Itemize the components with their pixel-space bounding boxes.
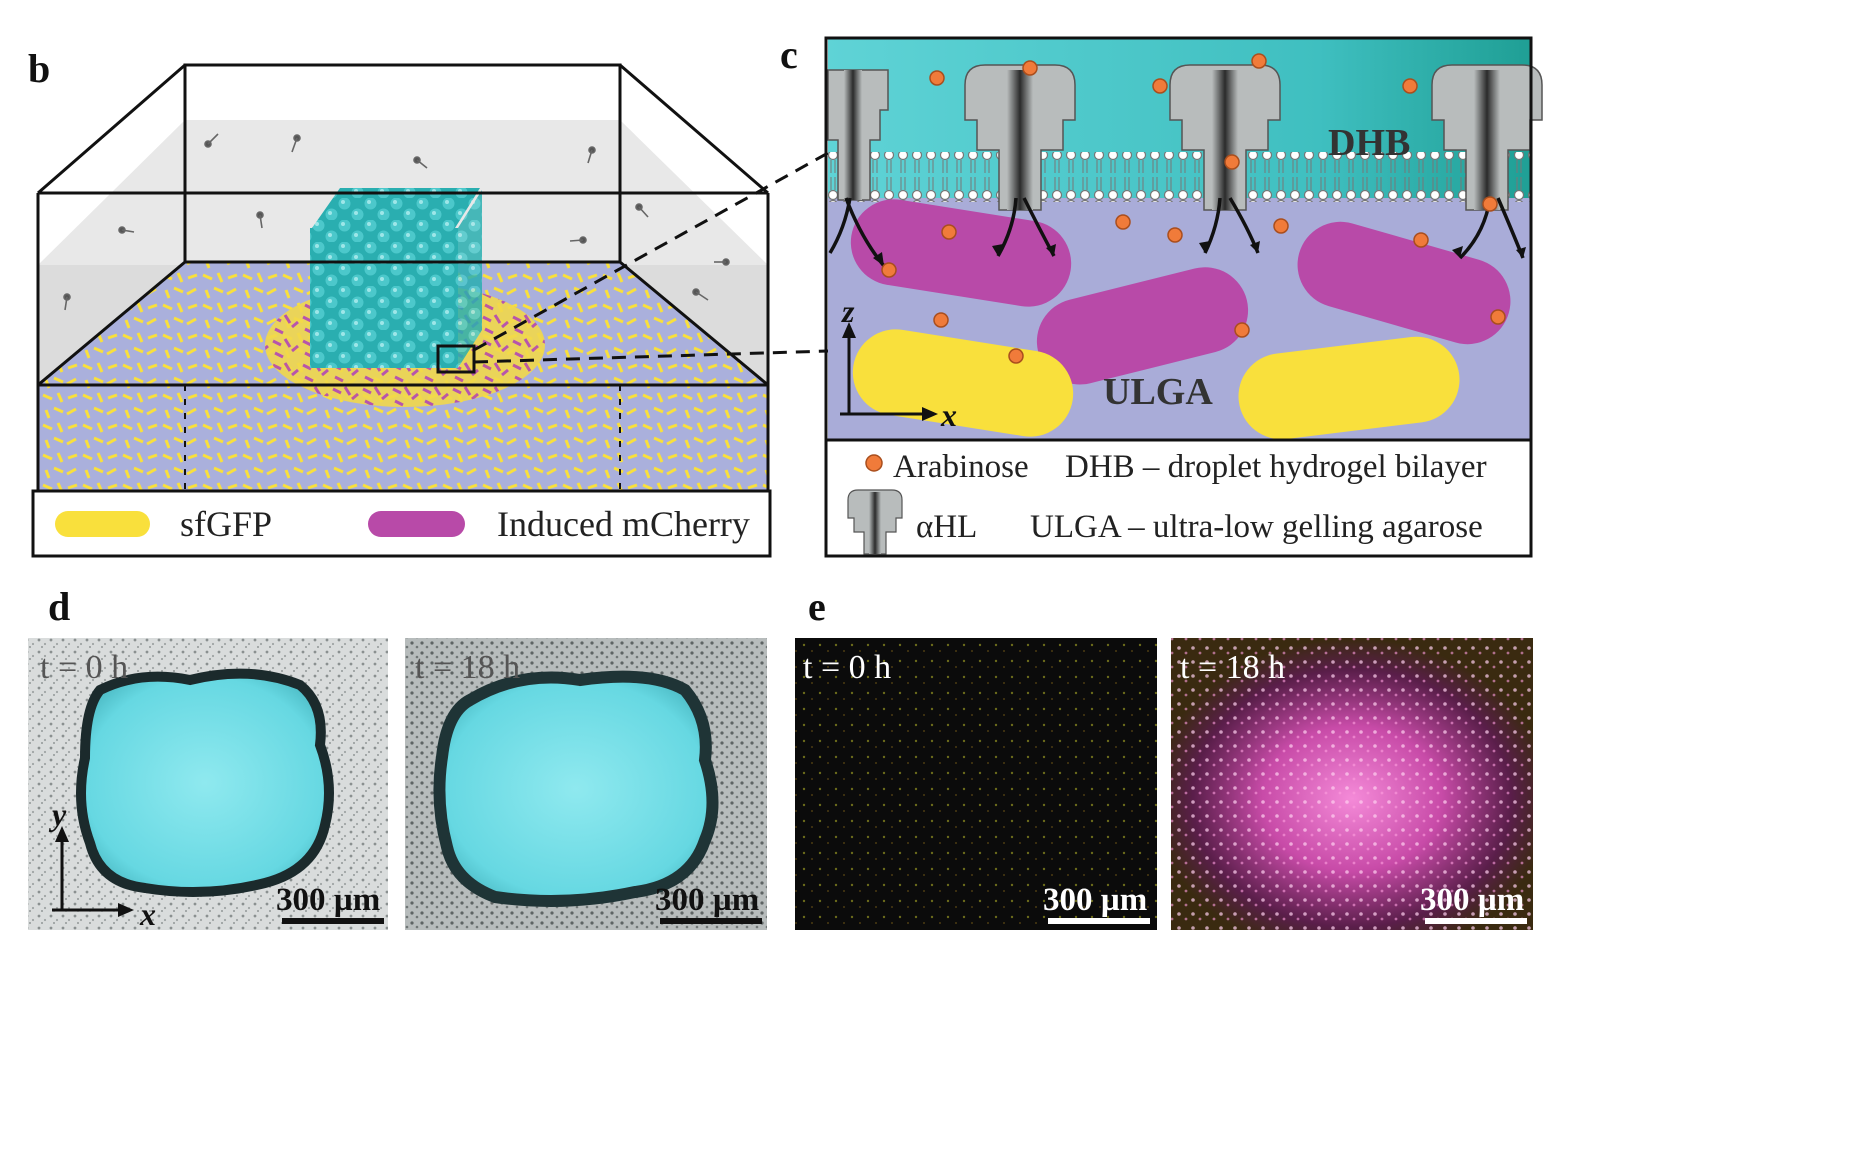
lipid-molecules	[63, 133, 730, 311]
ahl-pores	[827, 64, 1543, 211]
arabinose-icon	[865, 454, 883, 472]
panel-c: c	[780, 32, 1543, 558]
time-label-e0: t = 0 h	[803, 649, 891, 686]
sfgfp-label: sfGFP	[180, 504, 272, 544]
scale-bar-d0	[282, 918, 384, 924]
x-axis-label-d: x	[139, 896, 156, 932]
z-axis-label: z	[841, 293, 855, 329]
mcherry-label: Induced mCherry	[497, 504, 750, 544]
time-label-d0: t = 0 h	[40, 649, 128, 686]
chamber-outline	[36, 63, 770, 491]
time-label-d18: t = 18 h	[415, 649, 520, 686]
scale-label-d18: 300 µm	[655, 882, 759, 918]
panel-b: b	[28, 46, 772, 558]
lipid-bilayer	[828, 152, 1530, 202]
scale-label-d0: 300 µm	[276, 882, 380, 918]
micrograph-d-0h: t = 0 h 300 µm y x	[28, 638, 388, 932]
cell-cube	[310, 188, 482, 368]
arrow-heads	[873, 241, 1526, 266]
fluorescence-e-0h: t = 0 h 300 µm	[795, 638, 1157, 930]
panel-c-letter: c	[780, 32, 798, 77]
ahl-icon	[847, 489, 903, 555]
panel-d: d t = 0 h 300 µm y x t = 18 h 300 µm	[28, 584, 767, 932]
scale-bar-e18	[1425, 918, 1527, 924]
ulga-label: ULGA	[1103, 371, 1213, 413]
panel-e: e t = 0 h 300 µm t = 18 h 300 µm	[795, 584, 1533, 930]
sfgfp-swatch	[55, 511, 150, 537]
scale-bar-e0	[1048, 918, 1150, 924]
arabinose-label: Arabinose	[893, 449, 1029, 485]
ulga-definition: ULGA – ultra-low gelling agarose	[1030, 509, 1483, 545]
dhb-label: DHB	[1328, 122, 1410, 164]
scale-label-e18: 300 µm	[1420, 882, 1524, 918]
zoom-box	[436, 344, 476, 374]
panel-c-axes: z x	[840, 293, 957, 433]
arabinose-molecules	[881, 53, 1506, 364]
fluorescence-e-18h: t = 18 h 300 µm	[1171, 638, 1533, 930]
y-axis-label: y	[48, 796, 67, 832]
scale-bar-d18	[660, 918, 762, 924]
dhb-definition: DHB – droplet hydrogel bilayer	[1065, 449, 1487, 485]
panel-b-letter: b	[28, 46, 50, 91]
ahl-label: αHL	[916, 509, 977, 545]
time-label-e18: t = 18 h	[1180, 649, 1285, 686]
panel-e-letter: e	[808, 584, 826, 629]
bacteria-cells	[850, 199, 1511, 440]
micrograph-d-18h: t = 18 h 300 µm	[405, 638, 767, 930]
mcherry-swatch	[368, 511, 465, 537]
scale-label-e0: 300 µm	[1043, 882, 1147, 918]
zoom-connector-bottom	[473, 349, 829, 364]
x-axis-label: x	[940, 397, 957, 433]
panel-c-frame	[824, 36, 1533, 558]
panel-d-letter: d	[48, 584, 70, 629]
